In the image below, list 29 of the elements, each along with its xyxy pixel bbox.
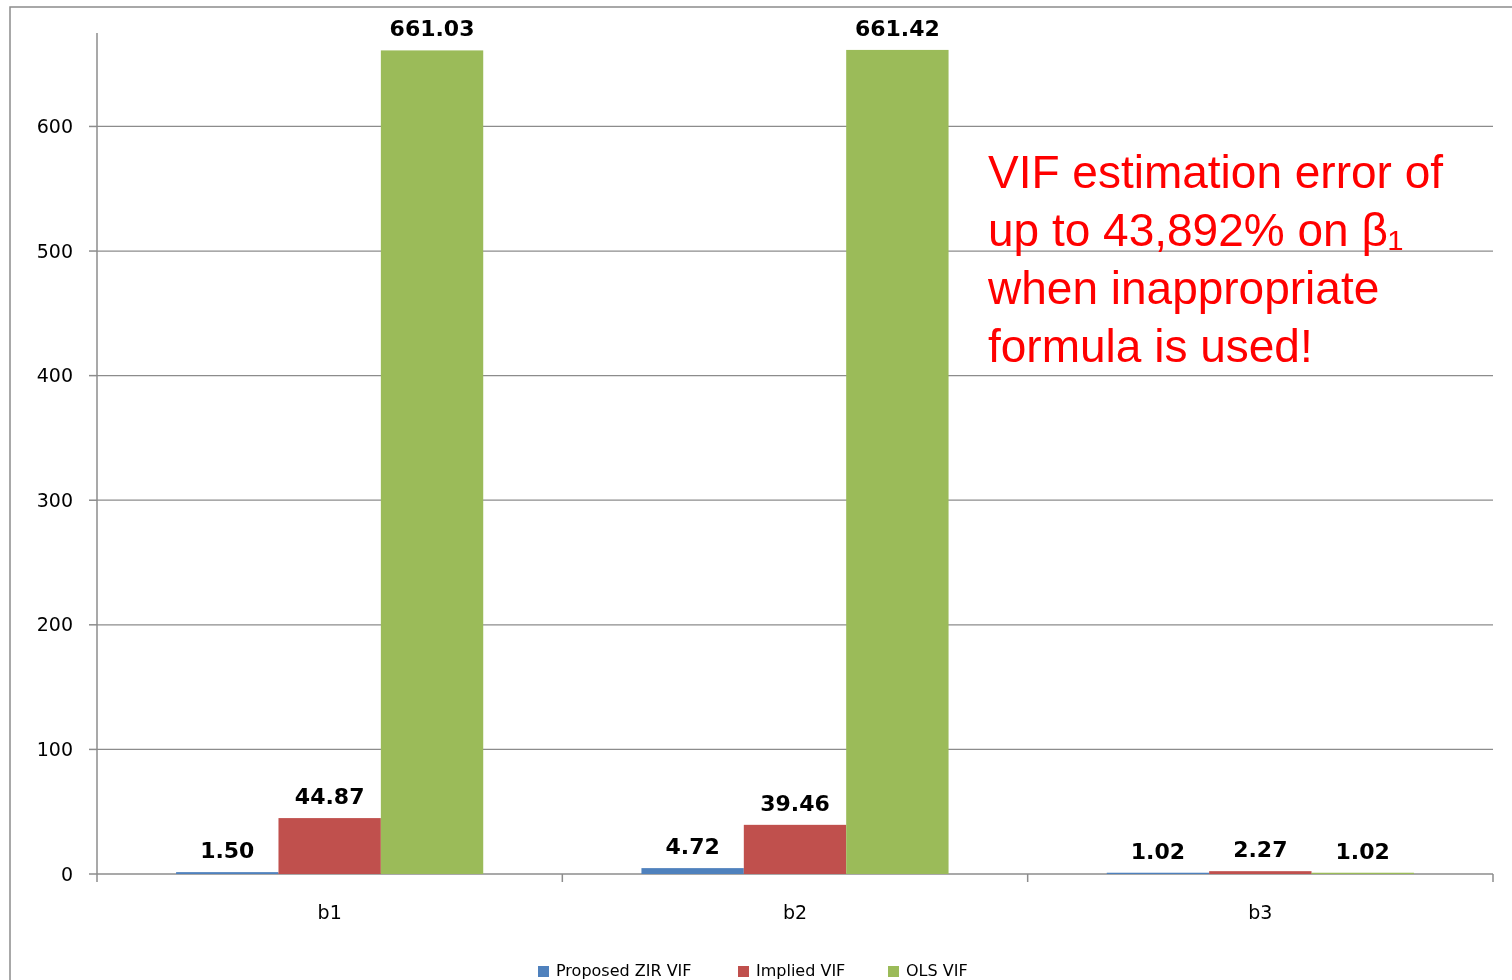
data-label: 1.02 bbox=[1335, 838, 1390, 864]
bar bbox=[641, 868, 744, 874]
y-tick-label: 500 bbox=[36, 239, 73, 262]
data-label: 39.46 bbox=[760, 790, 830, 816]
bar bbox=[380, 50, 484, 874]
y-tick-label: 0 bbox=[60, 862, 73, 885]
data-label: 2.27 bbox=[1233, 837, 1288, 863]
legend-label: Implied VIF bbox=[756, 961, 846, 980]
data-label: 4.72 bbox=[665, 834, 720, 860]
y-tick-label: 200 bbox=[36, 613, 73, 636]
legend-label: OLS VIF bbox=[906, 961, 968, 980]
data-label: 661.42 bbox=[854, 15, 940, 41]
data-label: 44.87 bbox=[294, 784, 365, 810]
data-label: 1.02 bbox=[1130, 838, 1186, 864]
bar bbox=[846, 49, 949, 874]
x-tick-label: b1 bbox=[317, 901, 342, 923]
bar bbox=[1209, 871, 1312, 874]
y-tick-label: 600 bbox=[36, 115, 73, 138]
legend-label: Proposed ZIR VIF bbox=[556, 961, 692, 980]
y-tick-label: 100 bbox=[36, 738, 73, 761]
data-label: 1.50 bbox=[200, 838, 255, 864]
data-label: 661.03 bbox=[389, 16, 475, 42]
bar bbox=[743, 824, 847, 874]
bar bbox=[278, 818, 381, 874]
y-tick-label: 300 bbox=[36, 488, 73, 511]
annotation: VIF estimation error of up to 43,892% on β₁ when inappropriate formula is used! bbox=[987, 146, 1444, 372]
x-tick-label: b2 bbox=[782, 901, 808, 923]
x-tick-label: b3 bbox=[1248, 901, 1273, 923]
y-tick-label: 400 bbox=[36, 364, 73, 387]
